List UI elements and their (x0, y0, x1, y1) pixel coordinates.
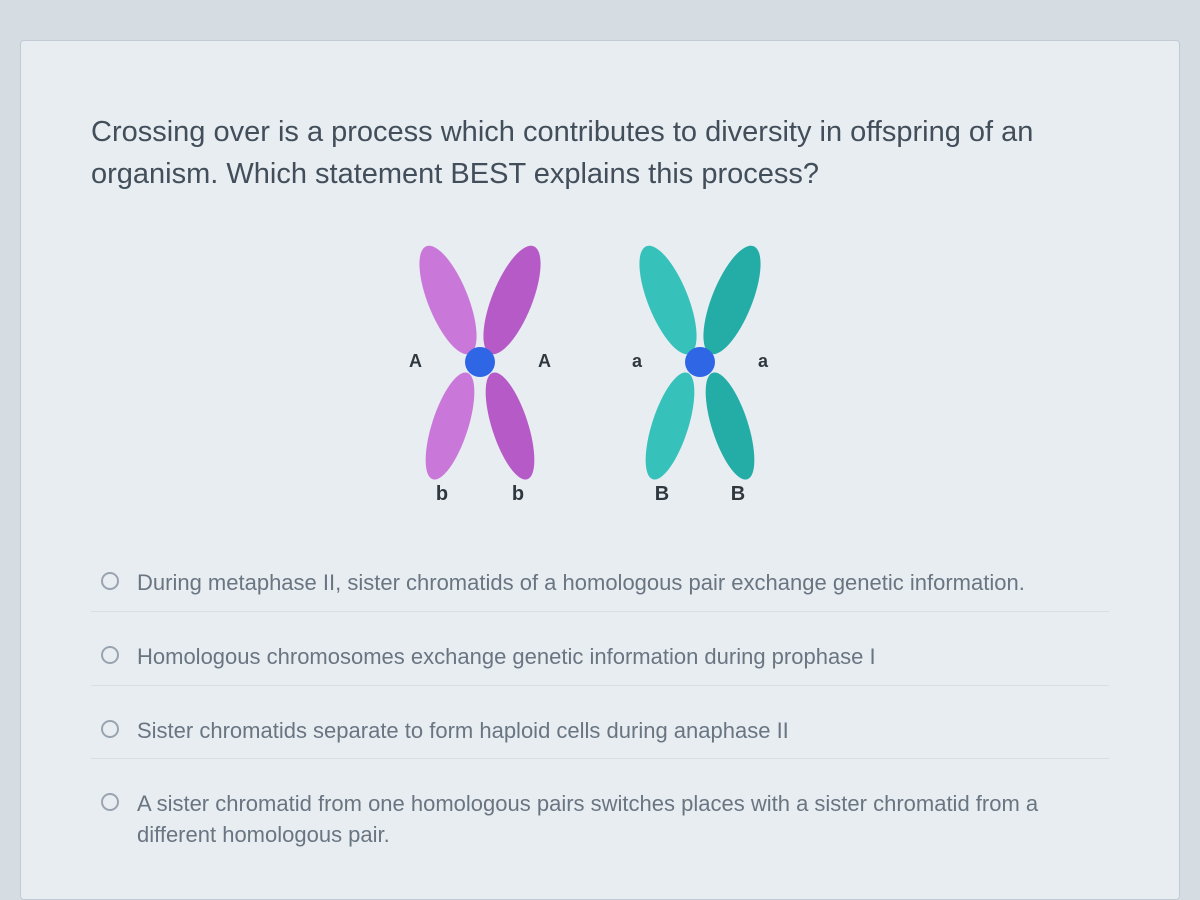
right-upper-left-arm (628, 239, 709, 362)
right-centromere (685, 347, 715, 377)
right-lower-right-arm (696, 367, 765, 485)
option-2[interactable]: Sister chromatids separate to form haplo… (91, 704, 1109, 760)
left-bottom-label-left: b (436, 483, 448, 505)
radio-icon[interactable] (101, 793, 119, 811)
left-top-label-left: A (409, 351, 422, 371)
left-upper-left-arm (408, 239, 489, 362)
option-text: Homologous chromosomes exchange genetic … (137, 642, 876, 673)
right-bottom-label-left: B (655, 483, 669, 505)
options-list: During metaphase II, sister chromatids o… (91, 556, 1109, 863)
radio-icon[interactable] (101, 720, 119, 738)
option-1[interactable]: Homologous chromosomes exchange genetic … (91, 630, 1109, 686)
question-text: Crossing over is a process which contrib… (91, 111, 1109, 195)
left-upper-right-arm (472, 239, 553, 362)
radio-icon[interactable] (101, 572, 119, 590)
right-top-label-right: a (758, 351, 769, 371)
right-bottom-label-right: B (731, 483, 745, 505)
right-lower-left-arm (636, 367, 705, 485)
option-text: Sister chromatids separate to form haplo… (137, 716, 789, 747)
chromosome-svg: A A b b a a B B (360, 227, 840, 507)
option-text: A sister chromatid from one homologous p… (137, 789, 1099, 851)
option-text: During metaphase II, sister chromatids o… (137, 568, 1025, 599)
left-bottom-label-right: b (512, 483, 524, 505)
option-3[interactable]: A sister chromatid from one homologous p… (91, 777, 1109, 863)
radio-icon[interactable] (101, 646, 119, 664)
left-lower-left-arm (416, 367, 485, 485)
left-top-label-right: A (538, 351, 551, 371)
right-upper-right-arm (692, 239, 773, 362)
right-top-label-left: a (632, 351, 643, 371)
left-lower-right-arm (476, 367, 545, 485)
question-card: Crossing over is a process which contrib… (20, 40, 1180, 900)
chromosome-figure: A A b b a a B B (91, 227, 1109, 512)
left-centromere (465, 347, 495, 377)
option-0[interactable]: During metaphase II, sister chromatids o… (91, 556, 1109, 612)
